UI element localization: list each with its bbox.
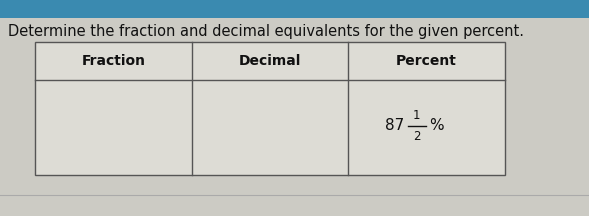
Bar <box>35 42 505 175</box>
Text: Decimal: Decimal <box>239 54 301 68</box>
Text: Determine the fraction and decimal equivalents for the given percent.: Determine the fraction and decimal equiv… <box>8 24 524 39</box>
Bar <box>348 80 505 175</box>
Bar <box>35 42 191 80</box>
Bar <box>191 80 348 175</box>
Text: 87: 87 <box>385 118 405 133</box>
Text: Fraction: Fraction <box>81 54 145 68</box>
Bar <box>0 0 589 18</box>
Text: Percent: Percent <box>396 54 457 68</box>
Text: 1: 1 <box>413 109 421 122</box>
Bar <box>35 80 191 175</box>
Bar <box>191 42 348 80</box>
Text: %: % <box>429 118 444 133</box>
Text: 2: 2 <box>413 130 421 143</box>
Bar <box>348 42 505 80</box>
